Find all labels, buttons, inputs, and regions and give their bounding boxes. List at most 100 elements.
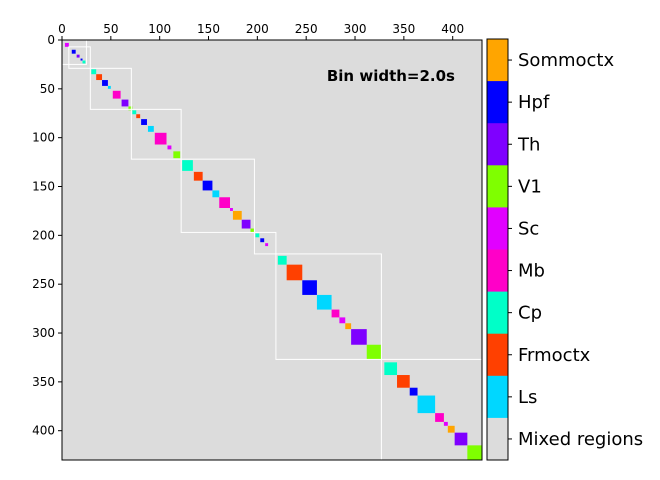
matrix-block [286,264,303,281]
matrix-block [91,69,97,75]
matrix-block [265,243,269,247]
x-tick-label: 400 [441,22,464,36]
legend-label: Cp [518,303,542,324]
matrix-block [212,190,220,198]
y-axis: 0 50 100 150 200 250 300 350 400 [32,33,62,438]
legend-label: Th [517,134,540,155]
legend-label: Mb [518,261,545,282]
cluster-outlines [61,39,483,461]
y-tick-label: 300 [32,326,55,340]
color-legend: Sommoctx Hpf Th V1 Sc Mb Cp Frmoctx Ls Mixed regi… [486,38,643,461]
matrix-block [80,58,83,61]
matrix-block [366,344,382,360]
matrix-block [467,445,482,460]
matrix-block [302,280,317,295]
y-tick-label: 200 [32,228,55,242]
plot-frame [61,39,483,461]
legend-swatch [487,39,508,82]
matrix-block [112,90,121,99]
matrix-block [76,54,80,58]
y-tick-label: 0 [47,33,55,47]
matrix-block [132,110,137,115]
matrix-block [384,362,398,376]
matrix-block [316,294,332,310]
matrix-block [435,413,444,422]
matrix-block [102,80,108,86]
cluster-box [130,108,182,160]
legend-swatch [487,375,508,419]
legend-label: Sc [518,218,539,239]
x-tick-label: 100 [148,22,171,36]
matrix-block [64,42,69,47]
x-tick-label: 50 [103,22,118,36]
x-tick-label: 150 [197,22,220,36]
legend-label: Frmoctx [518,345,591,366]
matrix-block [255,233,260,238]
y-tick-label: 350 [32,375,55,389]
matrix-block [96,74,103,81]
legend-swatch [487,291,508,335]
legend-label: Mixed regions [518,429,643,450]
matrix-block [82,60,86,64]
matrix-block [147,125,154,132]
legend-label: Ls [518,387,537,408]
legend-label: Sommoctx [518,50,614,71]
matrix-block [241,219,251,229]
matrix-block [277,255,287,265]
legend-swatch [487,249,508,293]
matrix-block [447,425,455,433]
legend-swatch [487,207,508,250]
cluster-box [180,158,255,233]
legend-label: Hpf [518,92,550,113]
x-tick-label: 300 [344,22,367,36]
matrix-block [167,145,172,150]
matrix-block [454,432,468,446]
y-tick-label: 250 [32,277,55,291]
matrix-block [193,171,203,181]
matrix-block [107,85,111,89]
legend-swatch [487,417,508,461]
matrix-block [219,197,230,208]
y-tick-label: 50 [40,82,55,96]
x-tick-label: 0 [58,22,66,36]
matrix-block [182,160,193,171]
matrix-block [409,387,418,396]
matrix-block [230,208,233,211]
matrix-block [173,151,181,159]
matrix-block [260,238,265,243]
matrix-block [136,114,141,119]
y-tick-label: 150 [32,180,55,194]
x-axis: 0 50 100 150 200 250 300 350 400 [58,22,464,40]
x-tick-label: 350 [392,22,415,36]
matrix-block [331,309,340,318]
y-tick-label: 100 [32,131,55,145]
bin-width-annotation: Bin width=2.0s [327,67,455,85]
legend-swatch [487,333,508,377]
matrix-block [202,180,213,191]
cluster-box [89,67,132,110]
matrix-block [345,323,352,330]
legend-swatch [487,123,508,166]
matrix-block [71,49,76,54]
matrix-block [417,395,436,414]
legend-frame [486,38,509,461]
x-tick-label: 250 [295,22,318,36]
matrix-block [232,210,242,220]
matrix-block [351,329,367,345]
matrix-block [339,317,346,324]
matrix-block [154,132,167,145]
cluster-box [275,253,382,360]
cluster-box [68,46,91,69]
x-tick-label: 200 [246,22,269,36]
legend-label: V1 [518,176,542,197]
y-tick-label: 400 [32,424,55,438]
matrix-block [128,106,133,111]
legend-swatch [487,81,508,124]
legend-swatch [487,165,508,208]
matrix-block [121,99,129,107]
matrix-area [62,40,482,460]
matrix-block [250,228,255,233]
cluster-box [253,231,277,255]
matrix-block [443,421,448,426]
